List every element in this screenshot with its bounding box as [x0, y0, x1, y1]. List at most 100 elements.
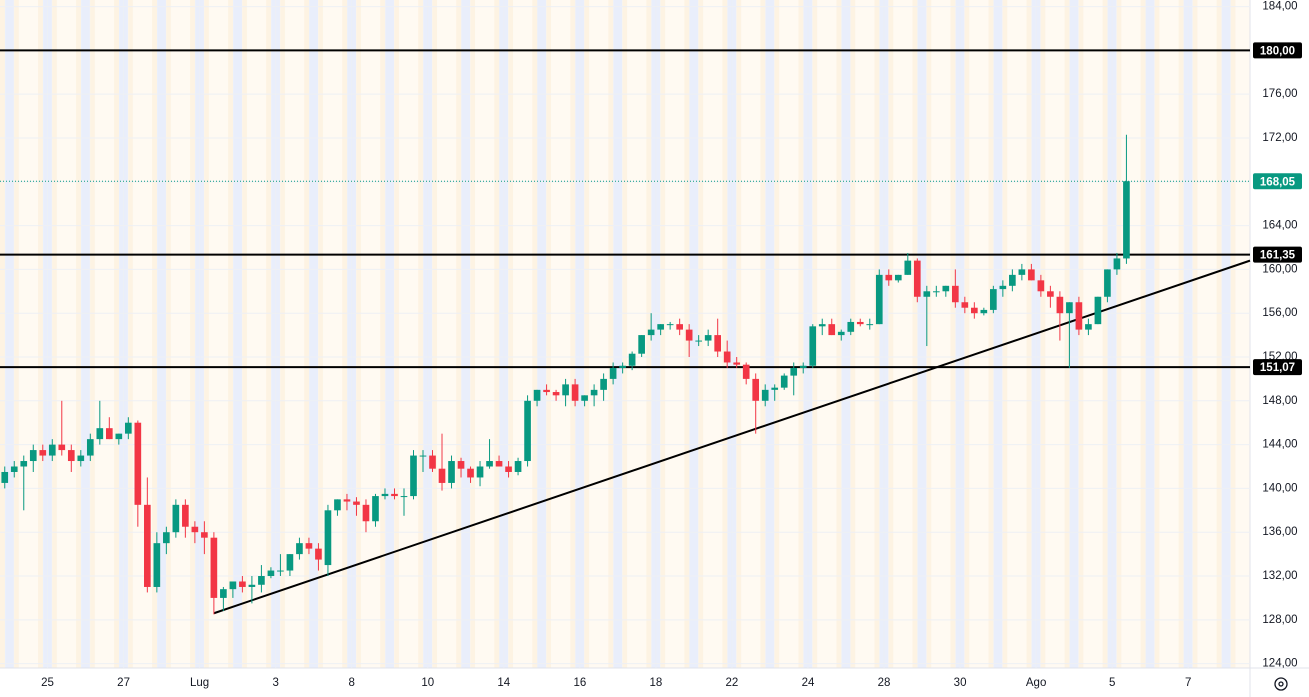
candle-body — [467, 468, 474, 478]
candle-body — [780, 375, 788, 388]
x-tick-label: 30 — [954, 677, 967, 689]
x-tick-label: 28 — [878, 677, 891, 689]
candle-body — [600, 378, 607, 390]
candle-body — [894, 274, 902, 281]
candle-body — [315, 548, 322, 560]
x-tick-label: 5 — [1109, 677, 1115, 689]
x-tick-label: 10 — [421, 677, 434, 689]
candle-body — [999, 285, 1007, 290]
candle-body — [714, 335, 722, 352]
candle-body — [248, 584, 256, 587]
y-tick-label: 160,00 — [1262, 263, 1297, 275]
candle-body — [210, 537, 218, 598]
candle-body — [58, 444, 66, 451]
candle-body — [67, 450, 75, 462]
candle-body — [105, 428, 113, 440]
candle-body — [1009, 274, 1016, 286]
candle-body — [761, 389, 769, 401]
y-tick-label: 124,00 — [1262, 658, 1297, 670]
x-tick-label: 27 — [117, 677, 130, 689]
candle-body — [1, 471, 9, 483]
candle-body — [1085, 324, 1092, 330]
x-tick-label: 7 — [1185, 677, 1191, 689]
candle-body — [1056, 296, 1064, 314]
price-tag — [1253, 246, 1302, 263]
candle-body — [201, 532, 208, 538]
candle-body — [410, 455, 417, 497]
candle-body — [581, 395, 588, 401]
candle-body — [733, 362, 741, 365]
candle-body — [990, 289, 997, 310]
candle-body — [771, 387, 779, 390]
candle-body — [1104, 269, 1111, 297]
price-tag-label: 161,35 — [1260, 250, 1296, 262]
candle-body — [229, 581, 237, 590]
candle-body — [666, 324, 674, 326]
candle-body — [980, 309, 988, 314]
candle-body — [828, 324, 836, 336]
y-tick-label: 172,00 — [1262, 132, 1297, 144]
price-tag — [1253, 42, 1302, 59]
candle-body — [353, 501, 360, 505]
candle-body — [638, 335, 645, 354]
candle-body — [942, 285, 950, 292]
candle-body — [837, 331, 845, 336]
x-tick-label: 22 — [726, 677, 739, 689]
candle-body — [1047, 291, 1054, 297]
candle-body — [590, 389, 598, 396]
candle-body — [163, 532, 170, 544]
candle-body — [457, 461, 465, 469]
candle-body — [400, 496, 408, 498]
candle-body — [448, 461, 455, 483]
candle-body — [1094, 296, 1102, 325]
candle-body — [419, 455, 427, 457]
candle-body — [1075, 302, 1083, 330]
candle-body — [296, 543, 303, 555]
candle-body — [619, 365, 626, 368]
candle-body — [277, 570, 284, 572]
x-tick-label: 8 — [349, 677, 355, 689]
candle-body — [628, 353, 636, 366]
candle-body — [1113, 258, 1121, 270]
candle-body — [486, 461, 493, 467]
candle-body — [524, 400, 531, 462]
x-tick-label: 25 — [41, 677, 54, 689]
candle-body — [799, 365, 807, 368]
x-tick-label: 3 — [272, 677, 278, 689]
candle-body — [913, 260, 921, 297]
settings-icon[interactable] — [1274, 677, 1288, 691]
candle-body — [1037, 280, 1045, 292]
candle-body — [144, 504, 151, 587]
candle-body — [182, 504, 189, 527]
candle-body — [885, 274, 893, 281]
candle-body — [29, 450, 37, 462]
candle-body — [971, 307, 978, 314]
candle-body — [723, 351, 731, 363]
candle-body — [86, 439, 94, 456]
candle-body — [77, 455, 85, 462]
candle-body — [20, 461, 28, 467]
candle-body — [96, 428, 104, 440]
candle-body — [562, 384, 569, 396]
candle-body — [704, 335, 712, 341]
y-tick-label: 144,00 — [1262, 439, 1297, 451]
candle-body — [1028, 269, 1035, 281]
candle-body — [286, 554, 294, 571]
candle-body — [324, 510, 332, 566]
candle-body — [343, 499, 351, 502]
candle-body — [951, 285, 959, 303]
plot-layer — [0, 0, 1251, 668]
candle-body — [476, 466, 484, 478]
candle-body — [657, 324, 664, 330]
session-background — [0, 0, 1250, 668]
x-tick-label: 16 — [573, 677, 586, 689]
candle-body — [372, 496, 379, 522]
candle-body — [818, 324, 826, 327]
candle-body — [505, 466, 512, 472]
candle-body — [267, 570, 275, 577]
candle-body — [809, 326, 817, 366]
y-tick-label: 184,00 — [1262, 1, 1297, 13]
candle-body — [647, 329, 655, 336]
x-tick-label: 18 — [649, 677, 662, 689]
candle-body — [153, 543, 161, 587]
